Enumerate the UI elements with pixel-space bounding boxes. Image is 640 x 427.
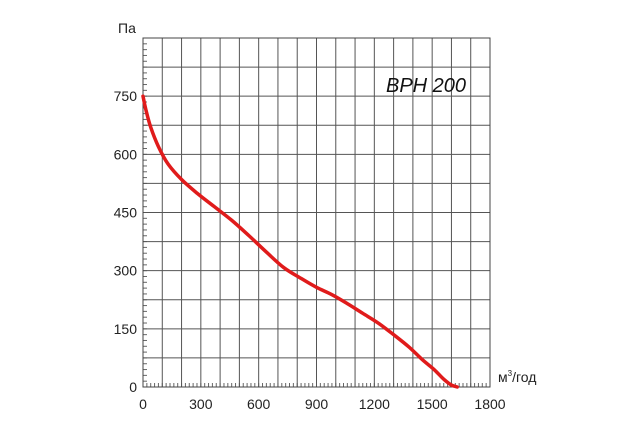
y-tick-label: 300: [114, 263, 138, 279]
y-tick-label: 750: [114, 88, 138, 104]
y-tick-label: 450: [114, 205, 138, 221]
x-tick-label: 1500: [417, 396, 448, 412]
x-tick-label: 300: [189, 396, 213, 412]
x-tick-label: 0: [139, 396, 147, 412]
x-tick-label: 900: [305, 396, 329, 412]
x-axis-unit: м3/год: [498, 369, 536, 385]
x-tick-labels: 0 300 600 900 1200 1500 1800: [139, 396, 506, 412]
series-group: [141, 94, 459, 389]
x-tick-label: 1200: [359, 396, 390, 412]
plot-frame: [142, 37, 491, 388]
y-tick-label: 0: [129, 379, 137, 395]
y-tick-labels: 0 150 300 450 600 750: [114, 88, 138, 395]
x-tick-label: 1800: [474, 396, 505, 412]
x-axis-unit-sup: 3: [508, 369, 513, 378]
x-tick-label: 600: [247, 396, 271, 412]
performance-curve: [141, 94, 459, 389]
x-axis-unit-tail: /год: [512, 369, 536, 385]
y-axis-unit: Па: [118, 20, 136, 36]
model-label: BPH 200: [386, 75, 466, 97]
grid-lines: [143, 38, 490, 387]
y-tick-label: 600: [114, 146, 138, 162]
y-tick-label: 150: [114, 321, 138, 337]
x-axis-unit-base: м: [498, 369, 508, 385]
